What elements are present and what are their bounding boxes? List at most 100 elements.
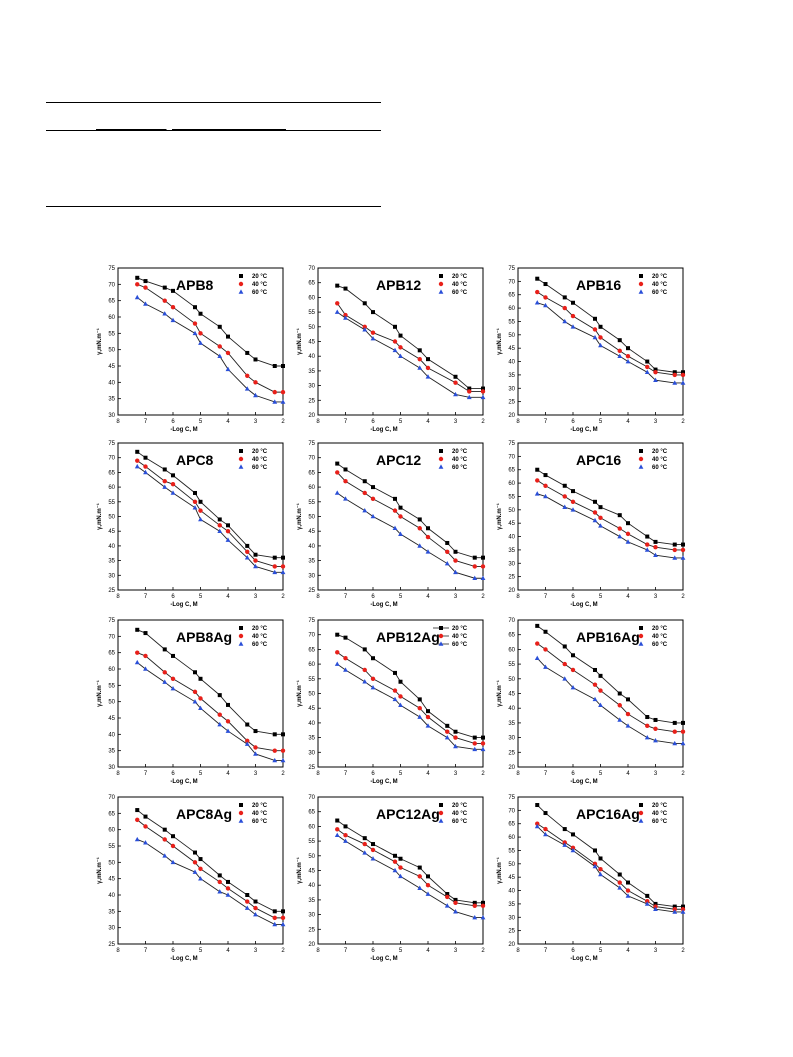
y-tick-label: 60 [308,485,315,491]
data-point [371,842,375,847]
data-point [592,861,598,867]
data-point [198,311,203,316]
y-tick-label: 25 [508,929,515,935]
x-tick-label: 3 [454,948,458,954]
data-point [281,364,285,368]
data-point [570,847,576,853]
series-60C [334,832,486,920]
data-point [198,696,203,701]
data-point [571,489,575,494]
data-point [543,473,548,478]
x-tick-label: 7 [344,948,348,954]
data-point [217,528,223,533]
x-tick-label: 7 [144,594,148,600]
data-point [198,676,203,681]
y-tick-label: 55 [508,319,515,325]
x-tick-label: 5 [199,771,203,777]
data-point [467,386,472,391]
data-point [598,702,603,708]
data-point [417,517,422,522]
series-line [336,828,483,907]
y-tick-label: 70 [508,618,515,624]
y-tick-label: 75 [108,441,115,447]
table-rule-segments [96,129,286,131]
series-line [137,629,283,735]
y-tick-label: 45 [508,346,515,352]
data-point [644,901,650,906]
data-point [417,714,423,719]
data-point [162,670,167,675]
legend-label: 40 °C [252,811,268,817]
x-tick-label: 8 [516,419,520,425]
y-tick-label: 20 [308,413,315,419]
y-tick-label: 55 [308,500,315,506]
x-tick-label: 5 [199,594,203,600]
data-point [280,921,286,927]
data-point [592,682,598,687]
data-point [480,914,486,920]
y-tick-label: 35 [108,749,115,755]
x-tick-label: 2 [281,771,285,777]
data-point [398,865,403,870]
legend-label: 20 °C [452,274,468,280]
data-point [481,735,485,740]
y-tick-label: 60 [508,481,515,487]
data-point [245,738,250,744]
series-20C [135,627,285,737]
data-point [453,374,458,379]
series-line [336,820,483,904]
data-point [343,467,348,472]
y-tick-label: 40 [308,721,315,727]
data-point [225,892,231,897]
series-60C [534,655,686,746]
data-point [225,537,231,542]
data-point [170,686,176,691]
x-tick-label: 3 [254,594,258,600]
legend-label: 20 °C [452,803,468,809]
series-line [536,826,683,913]
x-tick-label: 2 [481,948,485,954]
data-point [217,517,222,522]
data-point [371,310,375,315]
x-tick-label: 3 [254,948,258,954]
data-point [445,723,450,728]
legend-label: 60 °C [452,290,468,296]
data-point [280,748,286,753]
chart-title: APB8 [176,277,214,293]
y-tick-label: 70 [108,634,115,640]
y-tick-label: 40 [108,380,115,386]
data-point [398,353,403,358]
legend-marker [438,464,444,469]
data-point [370,847,376,853]
data-point [453,380,458,385]
y-axis-label: γ,mN.m⁻¹ [496,857,503,884]
legend-marker [639,803,643,807]
data-point [334,490,340,495]
data-point [562,318,568,324]
data-point [170,490,176,495]
data-point [617,513,622,518]
y-tick-label: 25 [308,765,315,771]
data-point [593,316,597,321]
data-point [417,706,422,711]
data-point [562,305,567,311]
data-point [543,629,548,634]
y-tick-label: 65 [108,470,115,476]
data-point [534,300,540,305]
data-point [225,728,231,733]
y-tick-label: 70 [308,456,315,462]
data-point [192,330,198,336]
data-point [225,529,231,534]
data-point [480,741,486,746]
series-40C [135,817,286,921]
legend-marker [438,289,444,294]
data-point [598,856,603,861]
y-tick-label: 55 [108,844,115,850]
data-point [598,515,603,521]
y-tick-label: 55 [508,662,515,668]
data-point [398,345,403,350]
x-tick-label: 3 [654,419,658,425]
legend-marker [438,641,444,646]
data-point [343,824,348,829]
